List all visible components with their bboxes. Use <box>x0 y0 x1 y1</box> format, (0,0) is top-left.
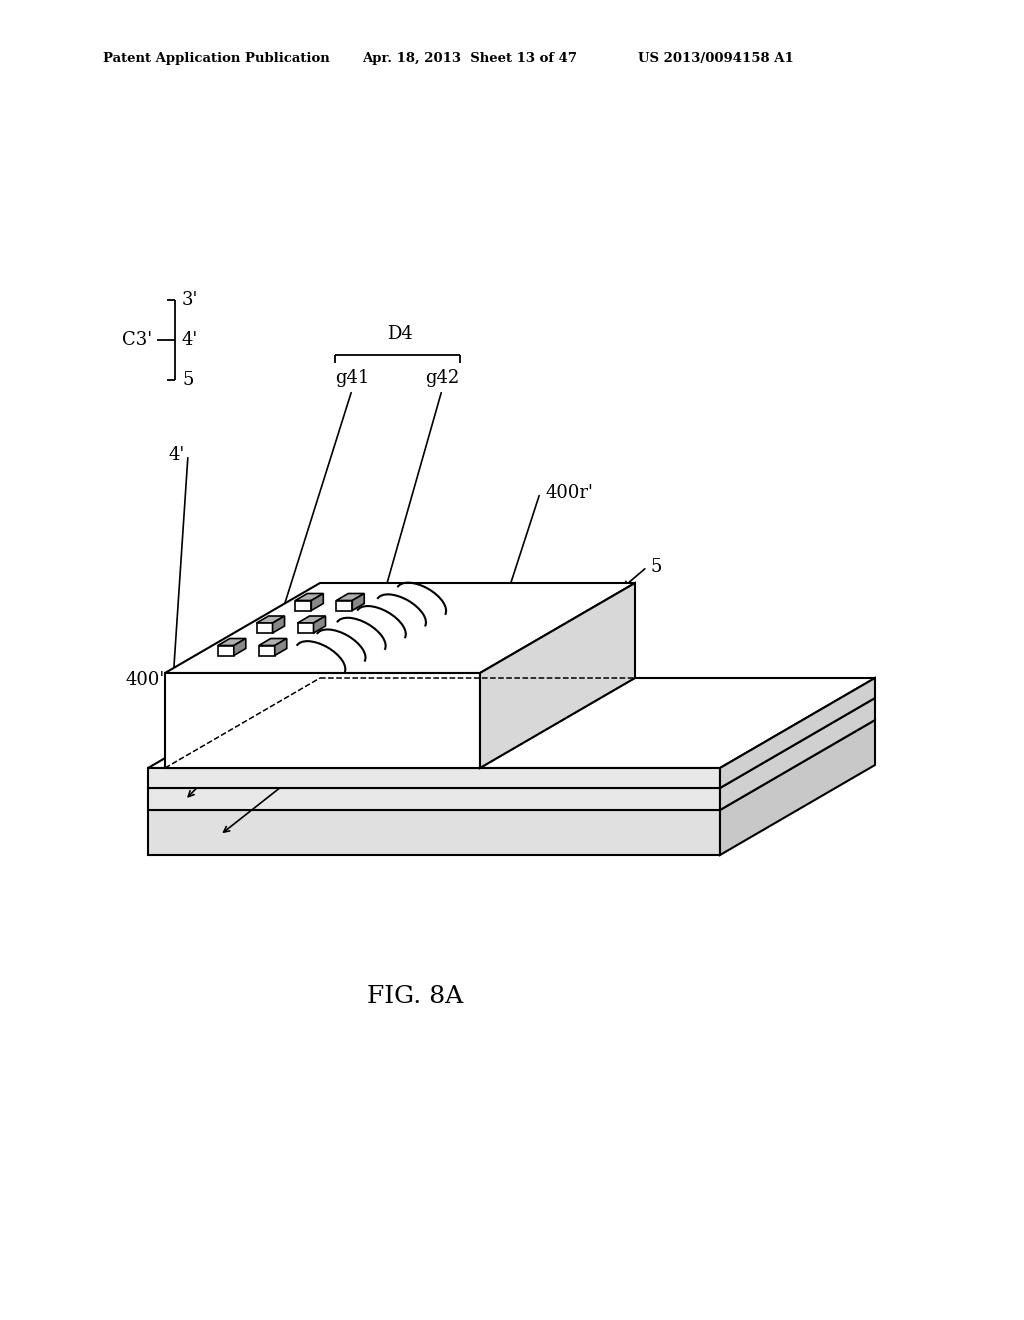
Polygon shape <box>336 594 365 601</box>
Polygon shape <box>298 623 313 634</box>
Polygon shape <box>257 623 272 634</box>
Polygon shape <box>295 601 311 610</box>
Text: US 2013/0094158 A1: US 2013/0094158 A1 <box>638 51 794 65</box>
Polygon shape <box>218 645 233 656</box>
Text: 400': 400' <box>126 671 165 689</box>
Polygon shape <box>311 594 324 610</box>
Text: FIG. 8A: FIG. 8A <box>367 985 463 1008</box>
Text: 5: 5 <box>650 558 662 576</box>
Polygon shape <box>720 719 874 855</box>
Text: 300: 300 <box>305 763 340 781</box>
Polygon shape <box>480 583 635 768</box>
Polygon shape <box>148 678 874 768</box>
Polygon shape <box>148 788 720 810</box>
Text: 400r': 400r' <box>545 484 593 502</box>
Polygon shape <box>336 601 352 610</box>
Polygon shape <box>148 698 874 788</box>
Polygon shape <box>233 639 246 656</box>
Polygon shape <box>272 616 285 634</box>
Polygon shape <box>259 639 287 645</box>
Text: g41: g41 <box>335 370 370 387</box>
Polygon shape <box>259 645 274 656</box>
Text: 5: 5 <box>182 371 194 389</box>
Polygon shape <box>720 698 874 810</box>
Polygon shape <box>274 639 287 656</box>
Polygon shape <box>165 583 635 673</box>
Polygon shape <box>313 616 326 634</box>
Text: 3': 3' <box>182 290 199 309</box>
Polygon shape <box>148 719 874 810</box>
Polygon shape <box>148 768 720 788</box>
Text: Patent Application Publication: Patent Application Publication <box>103 51 330 65</box>
Polygon shape <box>218 639 246 645</box>
Polygon shape <box>257 616 285 623</box>
Text: 4': 4' <box>169 446 185 465</box>
Text: 3': 3' <box>245 706 261 723</box>
Text: 4': 4' <box>182 331 199 348</box>
Text: D4: D4 <box>387 325 413 343</box>
Polygon shape <box>720 678 874 788</box>
Polygon shape <box>352 594 365 610</box>
Polygon shape <box>148 810 720 855</box>
Polygon shape <box>298 616 326 623</box>
Polygon shape <box>165 673 480 768</box>
Text: g42: g42 <box>425 370 459 387</box>
Polygon shape <box>295 594 324 601</box>
Text: Apr. 18, 2013  Sheet 13 of 47: Apr. 18, 2013 Sheet 13 of 47 <box>362 51 577 65</box>
Text: C3': C3' <box>122 331 152 348</box>
